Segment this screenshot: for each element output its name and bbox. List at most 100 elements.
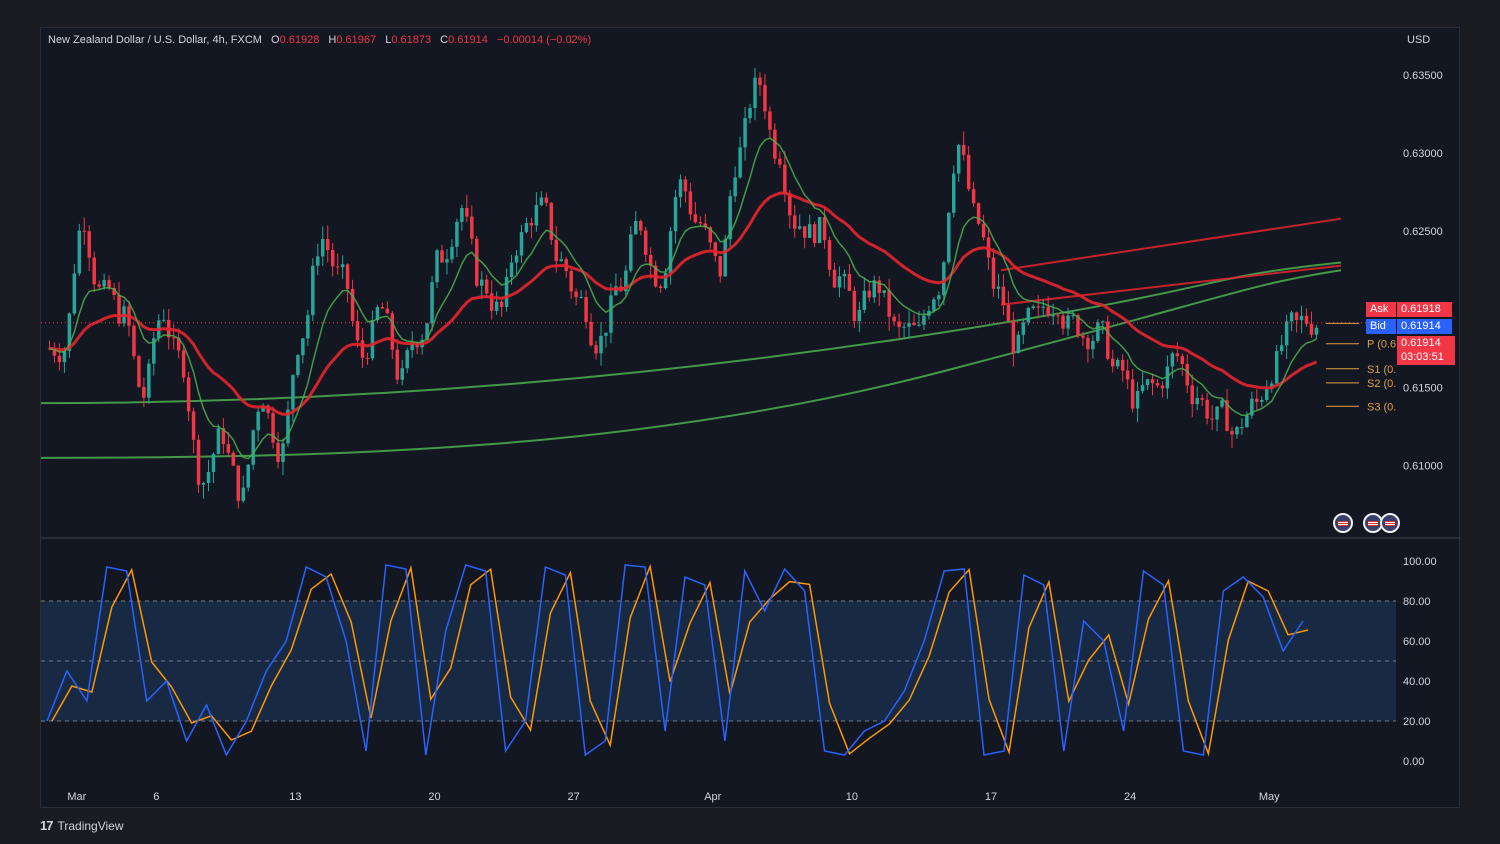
candle-body xyxy=(87,231,91,258)
candle-body xyxy=(489,293,494,311)
candle-body xyxy=(976,203,981,224)
candle-body xyxy=(1106,321,1110,359)
candle-body xyxy=(1086,337,1090,350)
open-label: O xyxy=(271,34,280,46)
stoch-axis-label: 40.00 xyxy=(1403,676,1431,688)
candle-body xyxy=(917,324,921,326)
stoch-k-line xyxy=(46,564,1304,757)
candle-body xyxy=(494,301,499,311)
candle-body xyxy=(867,290,872,298)
bid-label: Bid xyxy=(1366,319,1396,334)
candle-body xyxy=(196,439,201,485)
candle-body xyxy=(201,482,206,485)
tradingview-logo[interactable]: 17 TradingView xyxy=(40,818,124,833)
chart-frame[interactable]: 0.63500 0.63000 0.62500 0.61500 0.61000 100.0… xyxy=(40,27,1461,809)
candle-body xyxy=(549,202,554,240)
stoch-axis-label: 0.00 xyxy=(1403,756,1424,768)
candle-body xyxy=(107,280,111,289)
candle-body xyxy=(1165,366,1170,389)
candle-body xyxy=(211,454,216,473)
candle-body xyxy=(773,129,777,159)
candle-body xyxy=(72,273,77,314)
candle-body xyxy=(1180,356,1185,365)
candle-body xyxy=(1255,398,1259,402)
candle-body xyxy=(1294,312,1299,321)
candle-body xyxy=(584,297,588,322)
candle-body xyxy=(634,221,638,235)
candle-body xyxy=(171,337,176,339)
candle-body xyxy=(221,428,226,445)
price-axis-label: 0.63500 xyxy=(1403,70,1443,82)
candle-body xyxy=(82,230,87,232)
candle-body xyxy=(624,270,628,292)
candle-body xyxy=(1041,306,1045,308)
tv-brand-text: TradingView xyxy=(57,818,124,833)
candle-body xyxy=(1135,391,1140,409)
ask-label: Ask xyxy=(1366,302,1396,317)
candle-body xyxy=(1111,358,1115,367)
stoch-axis-label: 60.00 xyxy=(1403,636,1431,648)
candle-body xyxy=(534,205,539,226)
price-axis-label: 0.63000 xyxy=(1403,148,1443,160)
candle-body xyxy=(738,147,742,178)
candle-body xyxy=(395,349,400,380)
candle-body xyxy=(768,111,772,130)
symbol-title[interactable]: New Zealand Dollar / U.S. Dollar, 4h, FX… xyxy=(48,34,262,46)
candle-body xyxy=(405,350,409,369)
time-axis-label: Apr xyxy=(704,791,721,803)
candle-body xyxy=(206,472,211,483)
candle-body xyxy=(713,242,718,257)
candle-body xyxy=(330,249,335,267)
candle-body xyxy=(514,255,519,263)
candle-body xyxy=(783,164,787,194)
candle-body xyxy=(678,179,683,198)
candle-body xyxy=(276,442,280,463)
change-value: −0.00014 (−0.02%) xyxy=(496,34,592,46)
candle-body xyxy=(907,322,911,327)
candle-body xyxy=(832,269,837,288)
candle-body xyxy=(117,294,121,324)
candle-body xyxy=(385,308,390,314)
candle-body xyxy=(499,301,504,307)
price-axis-label: 0.62500 xyxy=(1403,226,1443,238)
candle-body xyxy=(887,290,891,317)
chart-canvas[interactable]: 0.635000.630000.625000.615000.61000100.0… xyxy=(41,28,1461,809)
candle-body xyxy=(251,430,255,465)
candle-body xyxy=(291,375,295,410)
candle-body xyxy=(266,405,270,414)
ohlc-header: New Zealand Dollar / U.S. Dollar, 4h, FX… xyxy=(48,34,591,46)
candle-body xyxy=(942,262,946,296)
candle-body xyxy=(658,286,663,289)
candle-body xyxy=(1309,323,1314,335)
currency-label[interactable]: USD xyxy=(1407,34,1431,46)
candle-body xyxy=(1304,315,1309,324)
time-axis-label: 17 xyxy=(985,791,997,803)
candle-body xyxy=(872,280,876,298)
candle-body xyxy=(400,368,404,380)
candle-body xyxy=(296,355,300,376)
candle-body xyxy=(807,224,812,238)
candle-body xyxy=(1235,427,1239,435)
tv-logo-icon: 17 xyxy=(40,818,54,833)
candle-body xyxy=(1170,353,1175,367)
us-flag-event-icon[interactable] xyxy=(1380,513,1400,533)
candle-body xyxy=(311,265,315,316)
candle-body xyxy=(316,256,320,266)
candle-body xyxy=(643,230,648,255)
us-flag-event-icon[interactable] xyxy=(1333,513,1353,533)
candle-body xyxy=(1046,306,1050,316)
candle-body xyxy=(683,179,688,192)
candle-body xyxy=(638,221,643,231)
candle-body xyxy=(410,343,414,351)
pivot-level-label: S3 (0. xyxy=(1367,401,1396,413)
candle-body xyxy=(216,428,221,455)
candle-body xyxy=(897,321,901,328)
candle-body xyxy=(132,325,136,357)
candle-body xyxy=(529,222,534,226)
candle-body xyxy=(852,290,857,322)
high-value: 0.61967 xyxy=(336,34,377,46)
candle-body xyxy=(191,411,196,440)
candle-body xyxy=(688,191,693,215)
high-label: H xyxy=(328,34,337,46)
candle-body xyxy=(450,246,454,260)
